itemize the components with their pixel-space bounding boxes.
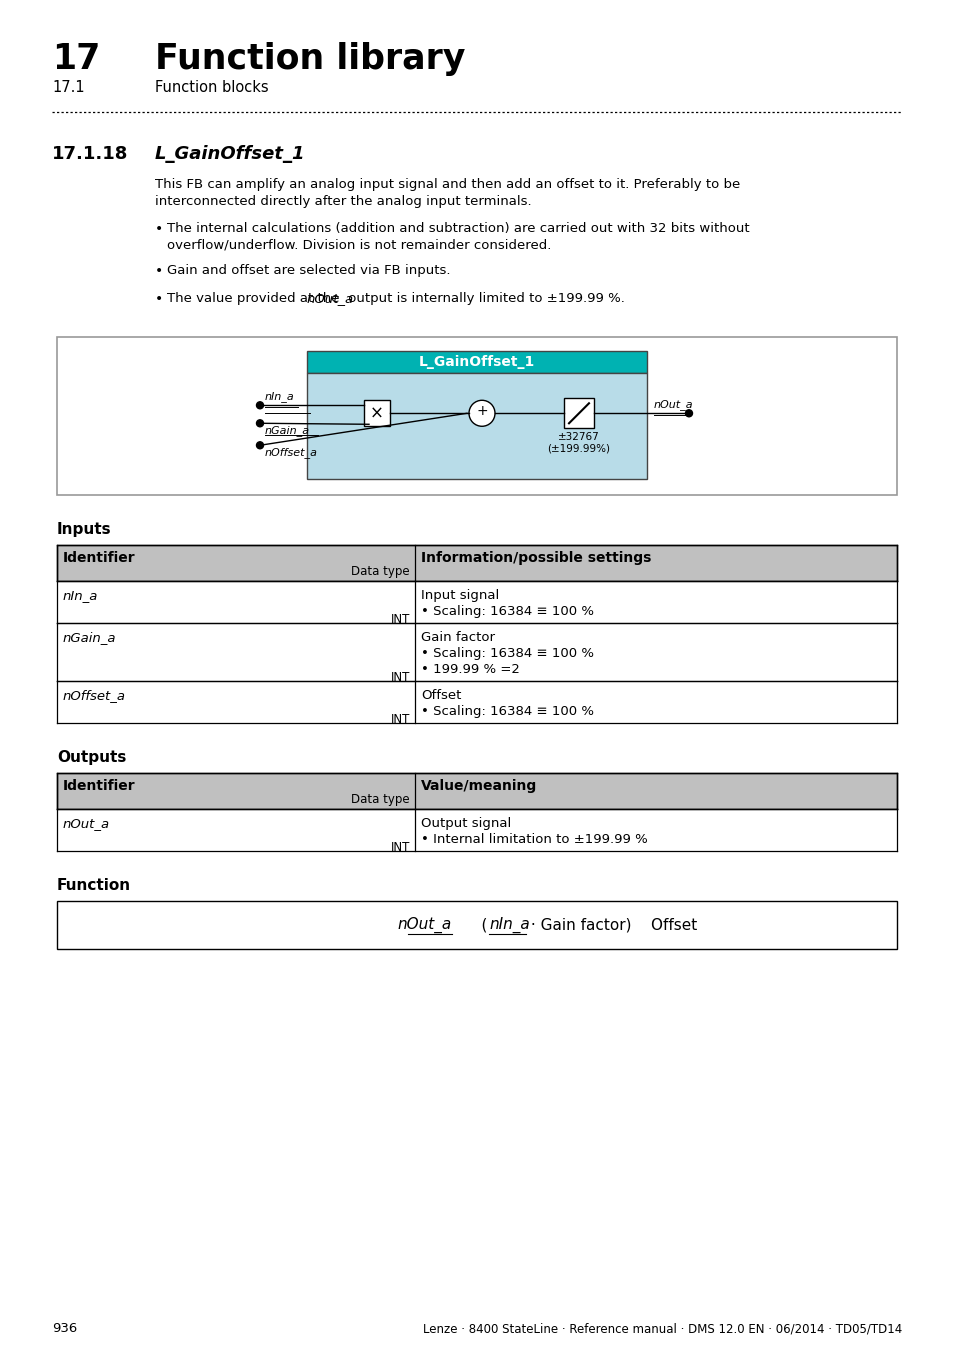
Text: INT: INT bbox=[390, 841, 410, 855]
Text: nOut_̲a: nOut_̲a bbox=[307, 292, 354, 305]
Text: Inputs: Inputs bbox=[57, 522, 112, 537]
Bar bbox=[57, 900, 896, 949]
Text: nIn_a: nIn_a bbox=[489, 917, 529, 933]
Circle shape bbox=[256, 420, 263, 427]
Text: ±32767: ±32767 bbox=[558, 432, 599, 443]
Text: Data type: Data type bbox=[351, 566, 410, 578]
Text: Input signal: Input signal bbox=[420, 589, 498, 602]
Bar bbox=[307, 351, 646, 373]
Text: • Scaling: 16384 ≡ 100 %: • Scaling: 16384 ≡ 100 % bbox=[420, 605, 594, 618]
Text: •: • bbox=[154, 265, 163, 278]
Text: nOut_a: nOut_a bbox=[397, 917, 452, 933]
Text: nOut_a: nOut_a bbox=[63, 817, 110, 830]
Text: nIn_a: nIn_a bbox=[265, 392, 294, 402]
Text: Identifier: Identifier bbox=[63, 551, 135, 566]
Text: • 199.99 % =2: • 199.99 % =2 bbox=[420, 663, 519, 676]
Text: · Gain factor)    Offset: · Gain factor) Offset bbox=[525, 918, 697, 933]
Text: Outputs: Outputs bbox=[57, 751, 126, 765]
Text: 17.1: 17.1 bbox=[52, 80, 85, 94]
Text: (: ( bbox=[461, 918, 487, 933]
Text: • Internal limitation to ±199.99 %: • Internal limitation to ±199.99 % bbox=[420, 833, 647, 846]
Circle shape bbox=[685, 410, 692, 417]
Text: The value provided at the: The value provided at the bbox=[167, 292, 343, 305]
Text: Output signal: Output signal bbox=[420, 817, 511, 830]
Text: Offset: Offset bbox=[420, 688, 461, 702]
Bar bbox=[57, 580, 896, 622]
Bar bbox=[57, 774, 896, 809]
Text: nOffset_a: nOffset_a bbox=[265, 447, 317, 458]
Circle shape bbox=[256, 402, 263, 409]
Bar bbox=[57, 545, 896, 580]
Text: 936: 936 bbox=[52, 1322, 77, 1335]
Text: L_GainOffset_1: L_GainOffset_1 bbox=[418, 355, 535, 369]
Text: Function blocks: Function blocks bbox=[154, 80, 269, 94]
Text: Lenze · 8400 StateLine · Reference manual · DMS 12.0 EN · 06/2014 · TD05/TD14: Lenze · 8400 StateLine · Reference manua… bbox=[422, 1322, 901, 1335]
Text: INT: INT bbox=[390, 671, 410, 684]
Bar bbox=[563, 398, 594, 428]
Text: Data type: Data type bbox=[351, 792, 410, 806]
Text: •: • bbox=[154, 221, 163, 236]
Text: (±199.99%): (±199.99%) bbox=[547, 443, 610, 454]
Text: Gain and offset are selected via FB inputs.: Gain and offset are selected via FB inpu… bbox=[167, 265, 450, 277]
Text: Value/meaning: Value/meaning bbox=[420, 779, 537, 792]
Text: • Scaling: 16384 ≡ 100 %: • Scaling: 16384 ≡ 100 % bbox=[420, 705, 594, 718]
Text: nOut_a: nOut_a bbox=[654, 400, 693, 410]
Text: nGain_a: nGain_a bbox=[63, 630, 116, 644]
Text: This FB can amplify an analog input signal and then add an offset to it. Prefera: This FB can amplify an analog input sign… bbox=[154, 178, 740, 190]
Text: The internal calculations (addition and subtraction) are carried out with 32 bit: The internal calculations (addition and … bbox=[167, 221, 749, 235]
Text: nOffset_a: nOffset_a bbox=[63, 688, 126, 702]
Bar bbox=[57, 338, 896, 495]
Bar bbox=[57, 680, 896, 724]
Text: overflow/underflow. Division is not remainder considered.: overflow/underflow. Division is not rema… bbox=[167, 238, 551, 251]
Circle shape bbox=[256, 441, 263, 448]
Bar bbox=[307, 373, 646, 479]
Text: nIn_a: nIn_a bbox=[63, 589, 98, 602]
Circle shape bbox=[469, 401, 495, 427]
Text: Identifier: Identifier bbox=[63, 779, 135, 792]
Bar bbox=[57, 622, 896, 680]
Text: Function: Function bbox=[57, 878, 131, 892]
Text: •: • bbox=[154, 292, 163, 306]
Text: Gain factor: Gain factor bbox=[420, 630, 495, 644]
Text: 17: 17 bbox=[52, 42, 100, 76]
Text: • Scaling: 16384 ≡ 100 %: • Scaling: 16384 ≡ 100 % bbox=[420, 647, 594, 660]
Text: Function library: Function library bbox=[154, 42, 465, 76]
Bar bbox=[57, 809, 896, 850]
Bar bbox=[364, 401, 390, 427]
Text: INT: INT bbox=[390, 613, 410, 626]
Text: ×: × bbox=[370, 404, 383, 423]
Text: +: + bbox=[476, 404, 487, 418]
Text: INT: INT bbox=[390, 713, 410, 726]
Text: output is internally limited to ±199.99 %.: output is internally limited to ±199.99 … bbox=[344, 292, 624, 305]
Text: nGain_a: nGain_a bbox=[265, 425, 310, 436]
Text: interconnected directly after the analog input terminals.: interconnected directly after the analog… bbox=[154, 194, 531, 208]
Text: 17.1.18: 17.1.18 bbox=[52, 144, 129, 163]
Text: Information/possible settings: Information/possible settings bbox=[420, 551, 651, 566]
Text: L_GainOffset_1: L_GainOffset_1 bbox=[154, 144, 305, 163]
